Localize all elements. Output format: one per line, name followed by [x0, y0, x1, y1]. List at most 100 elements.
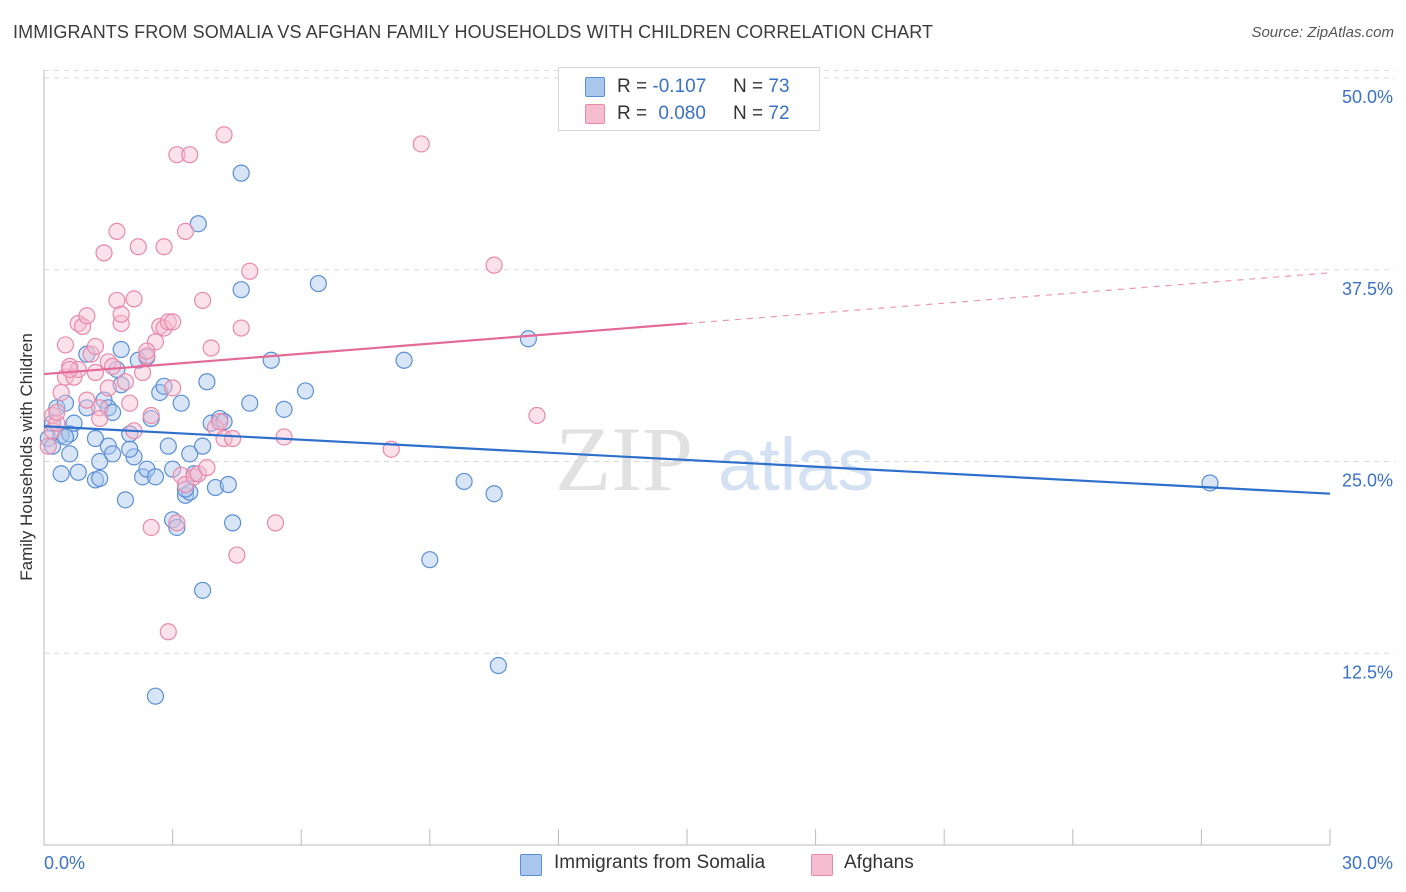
- afghans-point: [95, 244, 113, 262]
- afghans-point: [159, 313, 177, 331]
- afghans-point: [232, 319, 250, 337]
- source-label: Source: ZipAtlas.com: [1251, 24, 1394, 41]
- afghans-trend-line-dashed: [686, 272, 1331, 325]
- somalia-point: [489, 656, 507, 675]
- afghans-point: [129, 238, 147, 256]
- somalia-point: [275, 400, 293, 418]
- somalia-point: [296, 382, 315, 400]
- afghans-point: [164, 313, 182, 331]
- somalia-point: [69, 463, 87, 481]
- grid-lines: [44, 69, 1395, 654]
- somalia-point: [172, 394, 190, 412]
- y-axis-label: Family Households with Children: [17, 333, 36, 581]
- afghans-point: [138, 342, 156, 360]
- somalia-point: [224, 514, 242, 532]
- afghans-point: [103, 357, 122, 375]
- afghans-point: [224, 429, 242, 448]
- somalia-point: [232, 164, 250, 182]
- legend-stats: R = -0.107 N = 73 R = 0.080 N = 72: [558, 67, 820, 131]
- data-points: [39, 126, 1219, 705]
- somalia-point: [232, 281, 250, 299]
- afghans-swatch-icon: [585, 104, 605, 124]
- r-value: 0.080: [658, 103, 706, 124]
- afghans-point: [125, 290, 143, 308]
- afghans-point: [198, 459, 216, 477]
- afghans-point: [112, 314, 130, 333]
- somalia-point: [198, 373, 216, 391]
- afghans-point: [138, 347, 156, 365]
- axes: [43, 70, 1331, 846]
- somalia-point: [485, 485, 503, 503]
- afghans-point: [78, 307, 96, 325]
- somalia-point: [146, 687, 165, 705]
- somalia-point: [146, 468, 165, 486]
- afghans-point: [241, 262, 259, 280]
- legend-label-somalia: Immigrants from Somalia: [554, 852, 766, 873]
- afghans-point: [176, 222, 195, 240]
- somalia-point: [116, 491, 135, 509]
- afghans-point: [215, 126, 233, 144]
- somalia-point: [519, 330, 537, 348]
- chart-title: IMMIGRANTS FROM SOMALIA VS AFGHAN FAMILY…: [13, 22, 934, 42]
- afghans-point: [86, 363, 105, 382]
- somalia-point: [164, 460, 182, 478]
- afghans-legend-icon: [811, 854, 833, 876]
- afghans-point: [56, 336, 75, 354]
- legend-label-afghans: Afghans: [844, 852, 914, 873]
- afghans-point: [168, 514, 186, 532]
- afghans-point: [61, 360, 79, 379]
- somalia-point: [168, 518, 186, 537]
- afghans-point: [202, 339, 220, 357]
- y-tick-label: 37.5%: [1342, 279, 1393, 299]
- afghans-point: [528, 406, 546, 425]
- somalia-point: [103, 445, 122, 463]
- somalia-point: [194, 581, 212, 599]
- somalia-legend-icon: [520, 854, 542, 876]
- watermark-atlas: atlas: [718, 423, 874, 506]
- n-value: 72: [768, 103, 790, 124]
- somalia-point: [176, 480, 195, 498]
- n-value: 73: [768, 76, 790, 97]
- somalia-point: [121, 440, 139, 458]
- somalia-point: [309, 274, 327, 293]
- somalia-point: [86, 429, 105, 448]
- afghans-point: [73, 317, 92, 336]
- afghans-point: [142, 406, 160, 425]
- afghans-point: [412, 135, 430, 153]
- somalia-point: [215, 413, 233, 431]
- y-tick-label: 25.0%: [1342, 471, 1393, 491]
- afghans-point: [485, 256, 503, 274]
- tick-labels: 12.5% 25.0% 37.5% 50.0% 0.0% 30.0%: [44, 87, 1393, 873]
- somalia-point: [159, 437, 177, 455]
- afghans-point: [181, 146, 199, 164]
- afghans-point: [39, 437, 57, 455]
- trend-lines: [43, 272, 1331, 495]
- x-tick-label: 30.0%: [1342, 853, 1393, 873]
- somalia-point: [91, 452, 109, 471]
- afghans-point: [211, 413, 229, 431]
- afghans-point: [99, 379, 117, 397]
- afghans-point: [86, 337, 105, 356]
- x-tick-label: 0.0%: [44, 853, 85, 873]
- afghans-point: [172, 466, 190, 484]
- somalia-point: [189, 215, 207, 233]
- somalia-point: [52, 465, 70, 483]
- afghans-point: [168, 146, 186, 164]
- afghans-point: [164, 379, 182, 397]
- somalia-point: [181, 445, 199, 463]
- somalia-point: [455, 472, 473, 491]
- r-label: R =: [617, 103, 648, 124]
- afghans-point: [159, 623, 177, 641]
- somalia-point: [219, 475, 237, 494]
- r-value: -0.107: [652, 76, 707, 97]
- afghans-point: [108, 291, 126, 310]
- afghans-point: [266, 514, 285, 532]
- somalia-point: [155, 377, 173, 395]
- n-label: N =: [733, 103, 764, 124]
- somalia-swatch-icon: [585, 77, 605, 97]
- somalia-point: [395, 351, 413, 369]
- afghans-point: [142, 518, 160, 537]
- afghans-point: [116, 373, 135, 391]
- afghans-point: [194, 291, 212, 310]
